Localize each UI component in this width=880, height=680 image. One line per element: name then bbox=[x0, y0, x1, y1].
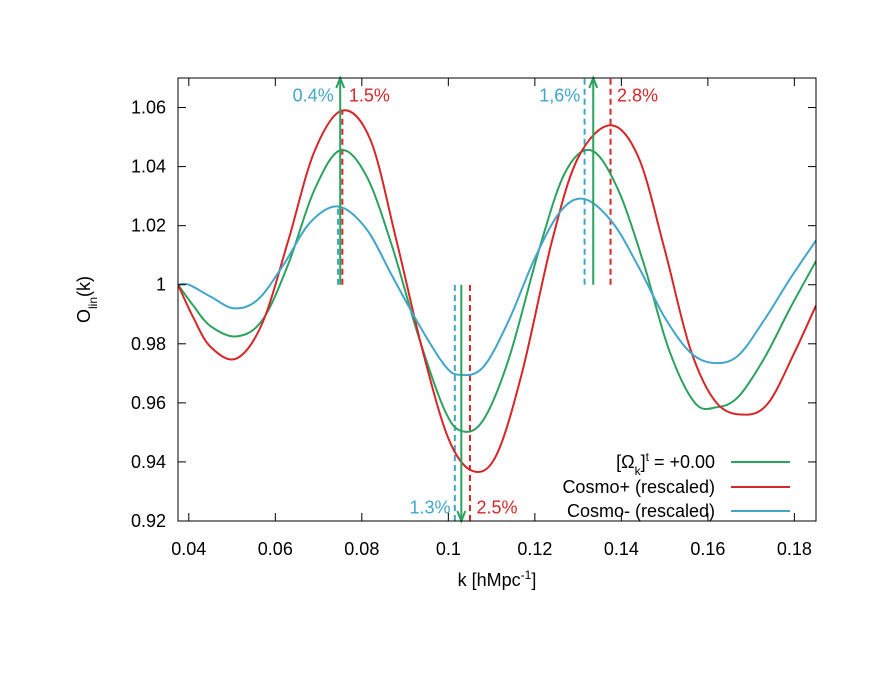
x-tick-label-7: 0.18 bbox=[777, 539, 812, 559]
annotation-3: 2.8% bbox=[617, 86, 658, 106]
annotation-4: 1.3% bbox=[409, 498, 450, 518]
series-line-2 bbox=[178, 197, 816, 377]
plot-marks bbox=[178, 78, 816, 521]
x-tick-label-2: 0.08 bbox=[344, 539, 379, 559]
series-line-1 bbox=[178, 109, 816, 474]
series-line-0 bbox=[178, 148, 816, 433]
x-tick-label-5: 0.14 bbox=[604, 539, 639, 559]
annotation-0: 0.4% bbox=[293, 86, 334, 106]
x-tick-label-0: 0.04 bbox=[171, 539, 206, 559]
y-tick-label-4: 1 bbox=[156, 275, 166, 295]
y-tick-label-6: 1.04 bbox=[131, 157, 166, 177]
y-tick-label-3: 0.98 bbox=[131, 334, 166, 354]
legend-label-1: Cosmo+ (rescaled) bbox=[562, 477, 715, 497]
plot-frame bbox=[177, 77, 817, 522]
y-tick-label-0: 0.92 bbox=[131, 511, 166, 531]
y-axis-title: Olin(k) bbox=[74, 276, 100, 323]
plot-overlay: 0.4% 1.5% 1,6% 2.8% 1.3% 2.5% bbox=[293, 75, 658, 524]
y-tick-label-1: 0.94 bbox=[131, 452, 166, 472]
legend-label-2: Cosmo- (rescaled) bbox=[567, 501, 715, 521]
annotation-2: 1,6% bbox=[539, 86, 580, 106]
x-tick-label-1: 0.06 bbox=[258, 539, 293, 559]
y-tick-label-2: 0.96 bbox=[131, 393, 166, 413]
y-tick-label-5: 1.02 bbox=[131, 216, 166, 236]
annotation-1: 1.5% bbox=[349, 86, 390, 106]
legend-label-0: [Ωk]t = +0.00 bbox=[616, 450, 715, 478]
x-tick-label-6: 0.16 bbox=[690, 539, 725, 559]
annotation-5: 2.5% bbox=[476, 498, 517, 518]
x-tick-label-4: 0.12 bbox=[517, 539, 552, 559]
axes: 0.04 0.06 0.08 0.1 0.12 0.14 0.16 0.18 0.92 0.94 0… bbox=[74, 78, 816, 590]
x-axis-title: k [hMpc-1] bbox=[458, 568, 537, 590]
x-tick-label-3: 0.1 bbox=[436, 539, 461, 559]
y-tick-label-7: 1.06 bbox=[131, 98, 166, 118]
